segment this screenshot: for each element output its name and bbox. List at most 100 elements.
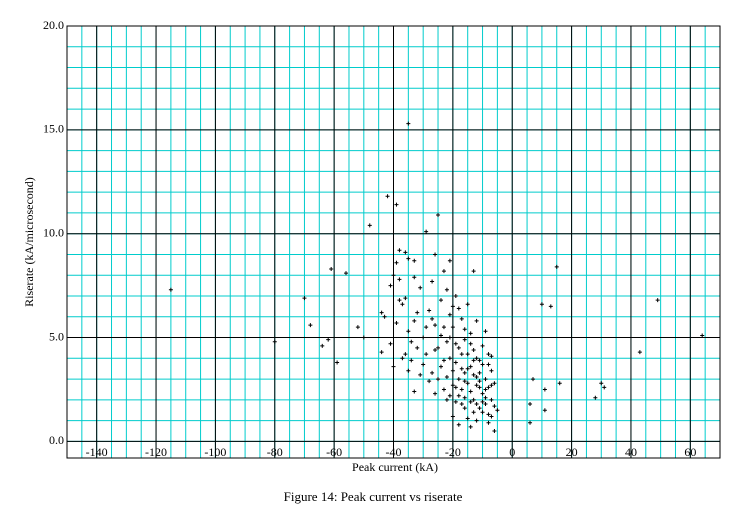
- point: [430, 279, 435, 284]
- point: [418, 372, 423, 377]
- y-tick-label: 15.0: [43, 122, 64, 136]
- point: [528, 402, 533, 406]
- point: [450, 383, 455, 388]
- point: [483, 387, 488, 392]
- point: [412, 318, 417, 323]
- point: [468, 364, 473, 369]
- point: [602, 385, 607, 390]
- point: [456, 377, 461, 382]
- point: [465, 416, 470, 421]
- point: [486, 420, 491, 425]
- point: [335, 360, 340, 365]
- point: [492, 429, 497, 433]
- point: [700, 333, 705, 338]
- point: [447, 258, 452, 263]
- point: [361, 335, 366, 340]
- point: [433, 323, 438, 328]
- point: [456, 306, 461, 311]
- x-axis-label: Peak current (kA): [352, 460, 438, 474]
- point: [471, 397, 476, 402]
- point: [406, 256, 411, 261]
- point: [436, 377, 441, 382]
- point: [480, 399, 485, 404]
- point: [557, 381, 562, 386]
- point: [483, 395, 488, 400]
- point: [403, 296, 408, 301]
- point: [489, 397, 494, 402]
- point: [444, 397, 449, 402]
- point: [474, 375, 479, 379]
- point: [542, 387, 547, 392]
- point: [403, 352, 408, 357]
- point: [409, 358, 414, 363]
- point: [424, 325, 429, 330]
- point: [391, 364, 396, 369]
- point: [447, 312, 452, 317]
- point: [486, 412, 491, 417]
- point: [459, 352, 464, 357]
- point: [415, 345, 420, 350]
- point: [412, 275, 417, 280]
- point: [433, 391, 438, 396]
- point: [424, 352, 429, 357]
- y-tick-label: 5.0: [49, 329, 64, 343]
- point: [471, 348, 476, 352]
- point: [308, 323, 313, 328]
- point: [480, 410, 485, 415]
- point: [367, 223, 372, 228]
- x-tick-label: 20: [566, 445, 578, 459]
- point: [474, 418, 479, 423]
- x-tick-label: 60: [684, 445, 696, 459]
- point: [329, 267, 334, 271]
- point: [531, 377, 536, 382]
- point: [468, 341, 473, 346]
- point: [397, 248, 402, 253]
- caption: Figure 14: Peak current vs riserate: [284, 489, 463, 504]
- point: [486, 352, 491, 357]
- point: [397, 298, 402, 303]
- point: [430, 370, 435, 375]
- point: [403, 250, 408, 255]
- point: [456, 393, 461, 398]
- point: [453, 341, 458, 346]
- y-axis-label: Riserate (kA/microsecond): [22, 177, 36, 307]
- points: [168, 121, 705, 433]
- point: [400, 356, 405, 361]
- point: [465, 381, 470, 386]
- point: [438, 298, 443, 303]
- point: [438, 333, 443, 338]
- x-tick-label: -60: [326, 445, 342, 459]
- point: [542, 408, 547, 413]
- point: [474, 356, 479, 361]
- point: [272, 339, 277, 344]
- point: [441, 325, 446, 330]
- point: [486, 362, 491, 367]
- point: [444, 375, 449, 379]
- point: [453, 399, 458, 404]
- point: [465, 352, 470, 357]
- point: [436, 213, 441, 217]
- point: [462, 370, 467, 375]
- point: [637, 350, 642, 355]
- plot-frame: [66, 25, 721, 459]
- point: [302, 296, 307, 301]
- x-tick-label: -120: [145, 445, 167, 459]
- point: [548, 304, 553, 309]
- point: [462, 327, 467, 332]
- point: [471, 410, 476, 415]
- point: [492, 404, 497, 409]
- point: [462, 337, 467, 342]
- point: [492, 381, 497, 386]
- point: [430, 316, 435, 321]
- point: [450, 368, 455, 373]
- point: [424, 229, 429, 234]
- point: [468, 399, 473, 404]
- point: [421, 362, 426, 367]
- point: [433, 252, 438, 257]
- y-tick-label: 10.0: [43, 225, 64, 239]
- point: [444, 339, 449, 344]
- x-tick-label: -140: [86, 445, 108, 459]
- point: [462, 379, 467, 384]
- point: [421, 335, 426, 340]
- grid: [66, 25, 721, 458]
